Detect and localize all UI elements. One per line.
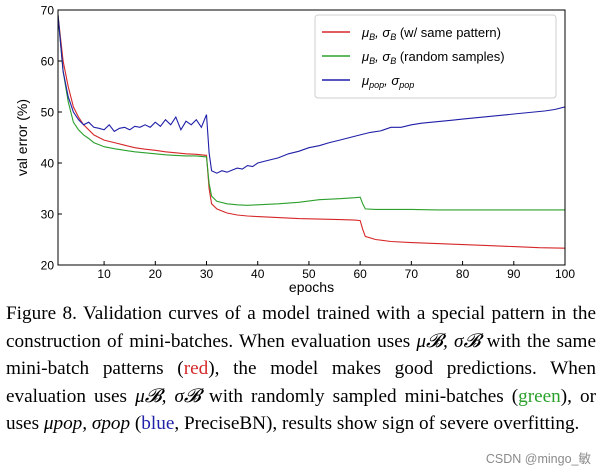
caption-text-7: , PreciseBN), results show sign of sever…	[174, 413, 580, 434]
axes: 10 20 30 40 50 60 70 80 90 100 20 30 40 50 60 70 epochs v…	[14, 4, 575, 296]
caption-math-2: μ𝓑, σ𝓑	[135, 385, 201, 407]
caption-math-3: μpop, σpop	[43, 413, 131, 434]
series-line-2	[58, 15, 565, 211]
caption-text-4: with randomly sampled mini-batches (	[200, 385, 519, 407]
caption-blue-word: blue	[141, 413, 175, 434]
plot-area	[58, 15, 565, 249]
validation-curve-chart: 10 20 30 40 50 60 70 80 90 100 20 30 40 50 60 70 epochs v…	[14, 4, 575, 296]
plot-frame	[57, 9, 566, 266]
legend-label-3: μpop, σpop	[361, 73, 414, 90]
y-tick-label: 40	[41, 157, 55, 171]
x-tick-label: 60	[353, 267, 367, 281]
x-tick-label: 70	[405, 267, 419, 281]
figure-caption: Figure 8. Validation curves of a model t…	[6, 300, 596, 438]
x-tick-label: 10	[97, 267, 111, 281]
x-tick-label: 90	[507, 267, 521, 281]
y-tick-label: 30	[41, 208, 55, 222]
caption-text-1: Figure 8. Validation curves of a model t…	[6, 303, 596, 352]
legend-label-1: μB, σB (w/ same pattern)	[361, 25, 501, 42]
series-line-3	[58, 15, 565, 174]
legend-box	[314, 14, 557, 99]
caption-red-word: red	[183, 358, 209, 379]
x-tick-label: 20	[149, 267, 163, 281]
y-tick-label: 70	[41, 4, 55, 18]
y-tick-label: 20	[41, 259, 55, 273]
legend-label-2: μB, σB (random samples)	[361, 49, 505, 66]
x-axis-label: epochs	[289, 279, 334, 295]
caption-text-5: ), or uses	[6, 385, 596, 435]
y-tick-label: 60	[41, 55, 55, 69]
series-line-1	[58, 15, 565, 249]
y-axis-label: val error (%)	[14, 99, 30, 176]
x-tick-label: 40	[251, 267, 265, 281]
y-tick-label: 50	[41, 106, 55, 120]
legend: μB, σB (w/ same pattern) μB, σB (random s…	[314, 14, 557, 99]
caption-text-3: ), the model makes good predictions. Whe…	[6, 358, 596, 407]
caption-math-1: μ𝓑, σ𝓑	[416, 330, 481, 352]
caption-text-6: (	[130, 413, 142, 434]
csdn-watermark: CSDN @mingo_敏	[485, 452, 591, 466]
x-tick-label: 80	[456, 267, 470, 281]
caption-green-word: green	[518, 385, 561, 407]
x-tick-label: 100	[555, 267, 575, 281]
x-tick-label: 50	[302, 267, 316, 281]
caption-text-2: with the same mini-batch patterns (	[6, 330, 596, 380]
x-tick-label: 30	[200, 267, 214, 281]
